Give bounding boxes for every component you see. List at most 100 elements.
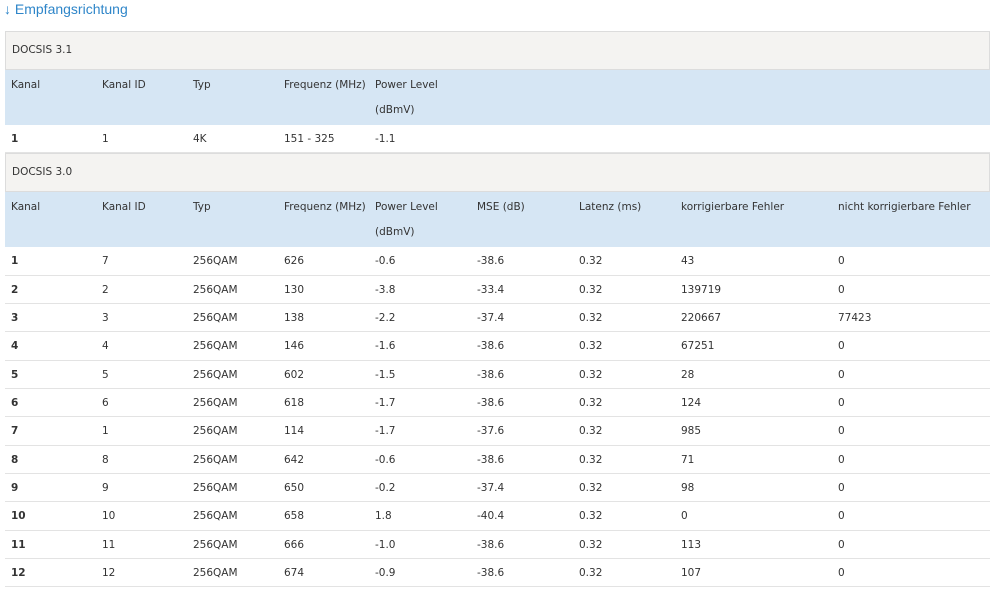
table-cell: 5: [102, 368, 109, 381]
table-cell: 0.32: [579, 425, 603, 438]
table-cell: 7: [102, 255, 109, 268]
table-cell: 256QAM: [193, 538, 238, 551]
table-row: 10 10 256QAM 658 1.8 -40.4 0.32 0 0: [5, 502, 990, 531]
table-cell: -1.7: [375, 425, 396, 438]
table-cell: -38.6: [477, 566, 505, 579]
table-cell: 256QAM: [193, 481, 238, 494]
table-cell: 3: [102, 311, 109, 324]
table-cell: 139719: [681, 283, 722, 296]
table-cell: 0.32: [579, 255, 603, 268]
table-cell: 0: [838, 283, 845, 296]
table-cell: 2: [11, 283, 19, 296]
table-cell: -0.2: [375, 481, 396, 494]
table-row: 7 1 256QAM 114 -1.7 -37.6 0.32 985 0: [5, 417, 990, 446]
table-cell: 0.32: [579, 453, 603, 466]
column-header: Kanal ID: [102, 201, 146, 214]
column-header: Typ: [193, 201, 211, 214]
table-cell: 107: [681, 566, 702, 579]
table-cell: 0: [838, 255, 845, 268]
table-cell: -38.6: [477, 396, 505, 409]
table-cell: 626: [284, 255, 305, 268]
column-header: Power Level (dBmV): [375, 79, 438, 116]
table-cell: 650: [284, 481, 305, 494]
column-header: Frequenz (MHz): [284, 79, 366, 91]
table-cell: 256QAM: [193, 566, 238, 579]
table-cell: 124: [681, 396, 702, 409]
table-cell: 0.32: [579, 311, 603, 324]
table-cell: 642: [284, 453, 305, 466]
table-cell: -37.6: [477, 425, 505, 438]
table-cell: 0.32: [579, 368, 603, 381]
table-cell: 7: [11, 425, 19, 438]
table-cell: -37.4: [477, 311, 505, 324]
table-cell: -37.4: [477, 481, 505, 494]
table-cell: 8: [102, 453, 109, 466]
table-cell: 666: [284, 538, 305, 551]
table-cell: 113: [681, 538, 702, 551]
table-row: 11 11 256QAM 666 -1.0 -38.6 0.32 113 0: [5, 531, 990, 559]
section-header: DOCSIS 3.1: [5, 31, 990, 70]
table-cell: 256QAM: [193, 425, 238, 438]
table-cell: 114: [284, 425, 305, 438]
table-cell: -38.6: [477, 453, 505, 466]
table-cell: 5: [11, 368, 19, 381]
table-cell: -40.4: [477, 510, 505, 523]
table-cell: 0: [838, 396, 845, 409]
table-cell: 1.8: [375, 510, 392, 523]
table-row: 8 8 256QAM 642 -0.6 -38.6 0.32 71 0: [5, 446, 990, 474]
table-cell: 0.32: [579, 566, 603, 579]
column-header: Typ: [193, 79, 211, 91]
table-header: Kanal Kanal ID Typ Frequenz (MHz) Power Leve…: [5, 70, 990, 125]
table-cell: -2.2: [375, 311, 396, 324]
table-cell: 220667: [681, 311, 722, 324]
table-cell: 138: [284, 311, 305, 324]
table-cell: 8: [11, 453, 19, 466]
table-header: Kanal Kanal ID Typ Frequenz (MHz) Power Leve…: [5, 192, 990, 248]
column-header: Kanal: [11, 79, 41, 91]
column-header: Power Level (dBmV): [375, 201, 438, 239]
table-cell: 0: [838, 538, 845, 551]
table-cell: 0.32: [579, 510, 603, 523]
table-cell: -1.5: [375, 368, 396, 381]
table-cell: 256QAM: [193, 453, 238, 466]
table-cell: 0: [681, 510, 688, 523]
table-cell: 0: [838, 510, 845, 523]
table-cell: 67251: [681, 340, 715, 353]
table-cell: -1.0: [375, 538, 396, 551]
table-cell: 98: [681, 481, 695, 494]
table-cell: 256QAM: [193, 255, 238, 268]
table-cell: -38.6: [477, 255, 505, 268]
table-cell: -0.9: [375, 566, 396, 579]
table-row: 12 12 256QAM 674 -0.9 -38.6 0.32 107 0: [5, 559, 990, 588]
table-cell: 11: [102, 538, 116, 551]
table-cell: 9: [102, 481, 109, 494]
table-row: 4 4 256QAM 146 -1.6 -38.6 0.32 67251 0: [5, 332, 990, 361]
column-header: Kanal: [11, 201, 41, 214]
table-cell: 6: [102, 396, 109, 409]
table-cell: 4: [11, 340, 19, 353]
table-cell: 151 - 325: [284, 133, 335, 145]
table-cell: 256QAM: [193, 396, 238, 409]
table-cell: 985: [681, 425, 702, 438]
table-cell: -33.4: [477, 283, 505, 296]
table-cell: 2: [102, 283, 109, 296]
table-cell: 9: [11, 481, 19, 494]
table-cell: 256QAM: [193, 340, 238, 353]
table-cell: 256QAM: [193, 368, 238, 381]
column-header: Kanal ID: [102, 79, 146, 91]
section-header: DOCSIS 3.0: [5, 153, 990, 193]
table-cell: 0: [838, 481, 845, 494]
table-cell: 28: [681, 368, 695, 381]
table-cell: -38.6: [477, 538, 505, 551]
table-cell: -0.6: [375, 255, 396, 268]
table-cell: 658: [284, 510, 305, 523]
table-cell: 0: [838, 566, 845, 579]
table-row: 9 9 256QAM 650 -0.2 -37.4 0.32 98 0: [5, 474, 990, 503]
table-row: 5 5 256QAM 602 -1.5 -38.6 0.32 28 0: [5, 361, 990, 389]
table-cell: 0.32: [579, 481, 603, 494]
table-cell: 1: [102, 425, 109, 438]
table-cell: -0.6: [375, 453, 396, 466]
table-row: 6 6 256QAM 618 -1.7 -38.6 0.32 124 0: [5, 389, 990, 418]
table-cell: 618: [284, 396, 305, 409]
